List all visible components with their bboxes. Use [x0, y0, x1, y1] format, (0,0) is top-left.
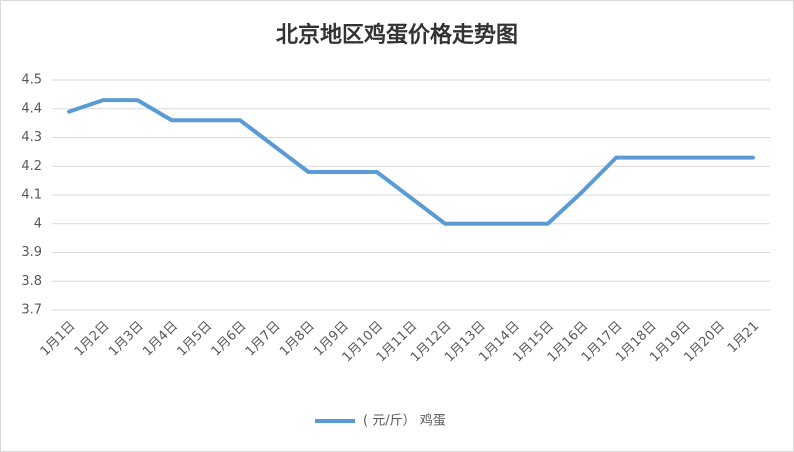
legend-label: ( 元/斤） 鸡蛋 — [363, 413, 446, 429]
y-tick-label: 4.5 — [21, 73, 42, 88]
y-tick-label: 3.8 — [21, 274, 42, 289]
y-tick-label: 4.3 — [21, 130, 42, 145]
y-tick-label: 4.4 — [21, 101, 42, 116]
y-tick-label: 4.1 — [21, 188, 42, 203]
y-tick-label: 3.7 — [21, 303, 42, 318]
y-tick-label: 4 — [34, 216, 42, 231]
chart-title: 北京地区鸡蛋价格走势图 — [276, 22, 518, 48]
y-tick-label: 3.9 — [21, 245, 42, 260]
data-line — [67, 98, 755, 226]
y-tick-label: 4.2 — [21, 159, 42, 174]
